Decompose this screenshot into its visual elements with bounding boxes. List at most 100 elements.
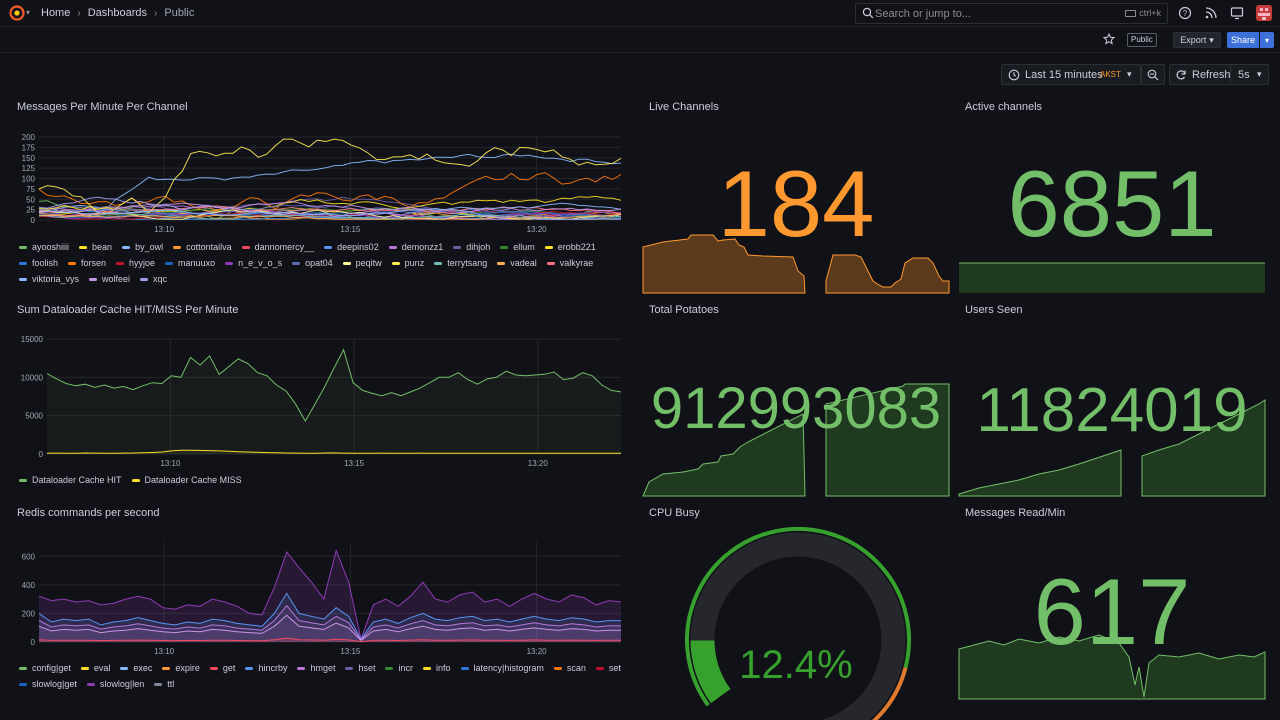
legend-item[interactable]: xqc (140, 273, 167, 285)
legend-item[interactable]: wolfeei (89, 273, 130, 285)
legend-item[interactable]: ellum (500, 241, 535, 253)
legend-swatch (342, 261, 351, 265)
panel-title[interactable]: Total Potatoes (649, 304, 719, 316)
legend-item[interactable]: forsen (68, 257, 106, 269)
panel-title[interactable]: CPU Busy (649, 507, 700, 519)
legend-item[interactable]: info (423, 662, 451, 674)
y-tick-label: 75 (26, 185, 35, 194)
legend-item[interactable]: n_e_v_o_s (225, 257, 282, 269)
series-area (39, 550, 621, 642)
chevron-right-icon: › (77, 7, 81, 19)
chevron-down-icon[interactable]: ▾ (26, 8, 31, 17)
legend-item[interactable]: eval (80, 662, 110, 674)
legend-item[interactable]: exec (120, 662, 152, 674)
legend-item[interactable]: dannomercy__ (241, 241, 314, 253)
chart-legend: Dataloader Cache HIT Dataloader Cache MIS… (19, 474, 624, 486)
breadcrumb-home[interactable]: Home (41, 7, 71, 19)
search-input[interactable]: Search or jump to... ctrl+k (855, 3, 1168, 24)
legend-label: ttl (167, 679, 175, 689)
legend-item[interactable]: peqitw (342, 257, 382, 269)
legend-item[interactable]: get (209, 662, 235, 674)
dataloader-chart: 0 5000 10000 15000 13:10 13:15 13:20 (21, 335, 622, 468)
legend-label: vadeal (510, 258, 537, 268)
legend-item[interactable]: hincrby (245, 662, 287, 674)
legend-item[interactable]: ttl (154, 678, 174, 690)
legend-label: by_owl (135, 242, 164, 252)
legend-label: ellum (513, 242, 535, 252)
legend-item[interactable]: cottontailva (173, 241, 232, 253)
y-tick-label: 100 (22, 175, 36, 184)
legend-item[interactable]: deepins02 (324, 241, 379, 253)
legend-item[interactable]: by_owl (122, 241, 163, 253)
legend-label: terrytsang (447, 258, 488, 268)
legend-item[interactable]: vadeal (497, 257, 537, 269)
legend-label: scan (566, 663, 586, 673)
legend-item[interactable]: expire (162, 662, 200, 674)
legend-item[interactable]: ayooshiiii (19, 241, 69, 253)
panel-title[interactable]: Live Channels (649, 101, 719, 113)
legend-item[interactable]: bean (79, 241, 112, 253)
panel-title[interactable]: Messages Per Minute Per Channel (17, 101, 188, 113)
legend-item[interactable]: terrytsang (434, 257, 487, 269)
legend-item[interactable]: erobb221 (544, 241, 596, 253)
export-button[interactable]: Export ▾ (1173, 32, 1221, 48)
legend-item[interactable]: dihjoh (453, 241, 490, 253)
legend-item[interactable]: manuuxo (165, 257, 215, 269)
monitor-icon[interactable] (1230, 6, 1244, 20)
legend-swatch (434, 261, 443, 265)
legend-label: xqc (153, 274, 168, 284)
panel-title[interactable]: Active channels (965, 101, 1043, 113)
stat-value: 6851 (1007, 151, 1217, 256)
refresh-interval-picker[interactable]: 5s ▾ (1231, 64, 1269, 85)
panel-title[interactable]: Messages Read/Min (965, 507, 1066, 519)
zoom-out-button[interactable] (1141, 64, 1165, 85)
legend-item[interactable]: opat04 (292, 257, 333, 269)
legend-item[interactable]: Dataloader Cache MISS (131, 474, 242, 486)
legend-item[interactable]: hmget (297, 662, 335, 674)
legend-item[interactable]: demonzz1 (388, 241, 443, 253)
legend-item[interactable]: incr (385, 662, 413, 674)
legend-item[interactable]: foolish (19, 257, 58, 269)
public-badge: Public (1127, 33, 1157, 47)
legend-item[interactable]: hset (345, 662, 375, 674)
legend-item[interactable]: hyyjoe (116, 257, 155, 269)
legend-item[interactable]: set (595, 662, 621, 674)
legend-swatch (553, 666, 562, 670)
share-button[interactable]: Share (1227, 32, 1259, 48)
share-label: Share (1230, 35, 1256, 45)
legend-item[interactable]: config|get (19, 662, 71, 674)
legend-swatch (209, 666, 218, 670)
legend-swatch (165, 261, 174, 265)
legend-item[interactable]: Dataloader Cache HIT (19, 474, 122, 486)
stat-value: 184 (717, 151, 875, 256)
breadcrumb-dashboards[interactable]: Dashboards (87, 7, 148, 19)
legend-swatch (500, 245, 509, 249)
avatar[interactable] (1256, 5, 1272, 21)
legend-item[interactable]: slowlog|get (19, 678, 77, 690)
breadcrumb-current: Public (164, 7, 195, 19)
grafana-logo-icon[interactable] (9, 5, 25, 21)
y-tick-label: 200 (22, 133, 36, 142)
total-potatoes-sparkline (642, 383, 950, 497)
share-dropdown-button[interactable]: ▾ (1260, 32, 1274, 48)
live-channels-sparkline (642, 234, 950, 294)
star-icon[interactable] (1103, 33, 1115, 45)
series-line (38, 204, 622, 220)
legend-swatch (391, 261, 400, 265)
legend-item[interactable]: latency|histogram (460, 662, 544, 674)
legend-label: deepins02 (337, 242, 379, 252)
panel-title[interactable]: Sum Dataloader Cache HIT/MISS Per Minute (17, 304, 239, 316)
panel-title[interactable]: Redis commands per second (17, 507, 160, 519)
rss-icon[interactable] (1204, 6, 1218, 20)
panel-title[interactable]: Users Seen (965, 304, 1023, 316)
refresh-button[interactable]: Refresh (1169, 64, 1231, 85)
legend-item[interactable]: punz (391, 257, 424, 269)
time-range-picker[interactable]: Last 15 minutes AKST ▾ (1001, 64, 1141, 85)
legend-swatch (546, 261, 555, 265)
legend-item[interactable]: viktoria_vys (19, 273, 79, 285)
help-icon[interactable]: ? (1178, 6, 1192, 20)
legend-item[interactable]: slowlog|len (86, 678, 144, 690)
legend-item[interactable]: scan (553, 662, 586, 674)
legend-item[interactable]: valkyrae (546, 257, 593, 269)
